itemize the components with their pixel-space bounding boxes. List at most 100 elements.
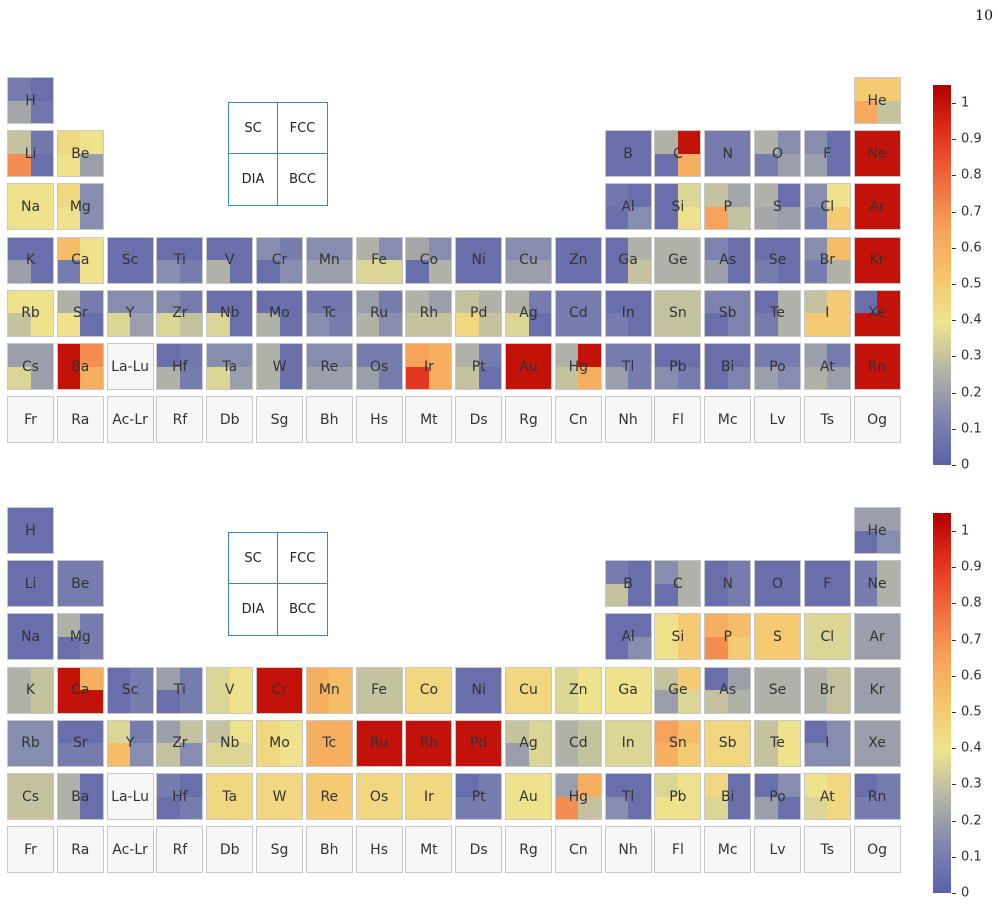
quadrant-bcc (578, 743, 601, 766)
element-cell-pd: Pd (455, 719, 503, 767)
quadrant-sc (705, 237, 728, 261)
quadrant-sc (854, 614, 878, 637)
quadrant-dia (854, 743, 878, 766)
quadrant-fcc (677, 720, 701, 744)
quadrant-dia (506, 743, 529, 766)
quadrant-fcc (827, 774, 850, 797)
element-symbol: Po (769, 358, 786, 375)
quadrant-fcc (528, 667, 551, 691)
quadrant-fcc (279, 720, 302, 744)
quadrant-sc (655, 344, 678, 367)
element-symbol: Re (320, 788, 339, 805)
quadrant-bcc (827, 636, 850, 660)
element-cell-n: N (704, 130, 752, 178)
quadrant-fcc (80, 344, 103, 367)
element-cell-br: Br (803, 666, 851, 714)
colorbar-tick (952, 465, 956, 466)
element-symbol: Rf (172, 841, 188, 858)
element-cell-al: Al (604, 183, 652, 231)
quadrant-dia (655, 583, 678, 607)
element-cell-cs: Cs (7, 343, 54, 390)
element-cell-sg: Sg (256, 396, 303, 444)
quadrant-fcc (827, 184, 850, 207)
element-symbol: Ts (820, 841, 835, 858)
quadrant-dia (804, 260, 828, 283)
quadrant-dia (157, 743, 180, 766)
quadrant-bcc (428, 690, 452, 713)
element-symbol: He (867, 92, 887, 109)
quadrant-bcc (677, 260, 701, 283)
colorbar-tick-label: 0.4 (961, 740, 982, 756)
element-cell-i: I (803, 289, 851, 337)
quadrant-fcc (628, 667, 651, 691)
quadrant-sc (406, 720, 429, 744)
colorbar-tick (952, 284, 956, 286)
quadrant-sc (755, 344, 778, 367)
quadrant-fcc (30, 237, 53, 261)
element-symbol: Y (125, 305, 135, 322)
quadrant-bcc (628, 690, 651, 713)
quadrant-dia (207, 743, 230, 766)
quadrant-fcc (30, 667, 53, 691)
element-cell-hf: Hf (156, 343, 204, 390)
quadrant-fcc (578, 237, 601, 261)
element-symbol: Hs (370, 841, 388, 858)
quadrant-sc (57, 344, 81, 367)
quadrant-fcc (478, 344, 502, 367)
quadrant-fcc (578, 344, 601, 367)
quadrant-fcc (877, 131, 900, 154)
quadrant-bcc (30, 583, 53, 607)
element-symbol: Ar (869, 198, 885, 215)
element-cell-db: Db (206, 396, 254, 444)
element-symbol: P (723, 198, 732, 215)
quadrant-fcc (827, 561, 850, 584)
quadrant-bcc (727, 366, 751, 389)
quadrant-sc (755, 290, 778, 314)
element-cell-in: In (604, 719, 652, 767)
element-symbol: Fe (371, 682, 388, 699)
quadrant-dia (555, 260, 579, 283)
quadrant-dia (555, 313, 579, 336)
quadrant-dia (605, 153, 629, 177)
element-symbol: Li (24, 575, 37, 592)
quadrant-sc (456, 237, 479, 261)
element-symbol: At (819, 788, 835, 805)
quadrant-bcc (677, 313, 701, 336)
quadrant-sc (8, 237, 31, 261)
quadrant-bcc (727, 206, 751, 230)
element-symbol: Si (671, 628, 685, 645)
element-symbol: Fe (371, 252, 388, 269)
element-cell-cn: Cn (554, 396, 602, 444)
element-symbol: He (867, 522, 887, 539)
quadrant-bcc (628, 796, 651, 819)
element-cell-w: W (256, 773, 303, 820)
colorbar-tick (952, 748, 956, 750)
element-symbol: Rh (419, 735, 439, 752)
quadrant-bcc (628, 206, 651, 230)
quadrant-sc (107, 237, 131, 261)
quadrant-bcc (279, 690, 302, 713)
element-symbol: Mc (717, 411, 738, 428)
element-symbol: Mc (717, 841, 738, 858)
quadrant-bcc (428, 743, 452, 766)
element-cell-ba: Ba (56, 773, 104, 820)
quadrant-sc (8, 667, 31, 691)
element-cell-te: Te (754, 719, 801, 767)
element-symbol: C (673, 575, 683, 592)
quadrant-fcc (528, 774, 551, 797)
quadrant-sc (804, 561, 828, 584)
quadrant-bcc (80, 313, 103, 336)
quadrant-sc (306, 667, 330, 691)
colorbar-tick (952, 428, 956, 430)
quadrant-dia (655, 690, 678, 713)
quadrant-sc (506, 237, 529, 261)
element-symbol: Ni (471, 682, 486, 699)
element-symbol: Se (768, 682, 787, 699)
quadrant-fcc (80, 290, 103, 314)
quadrant-dia (755, 206, 778, 230)
quadrant-bcc (179, 313, 203, 336)
quadrant-dia (655, 796, 678, 819)
quadrant-fcc (777, 344, 800, 367)
quadrant-dia (257, 690, 280, 713)
element-cell-au: Au (505, 773, 552, 820)
